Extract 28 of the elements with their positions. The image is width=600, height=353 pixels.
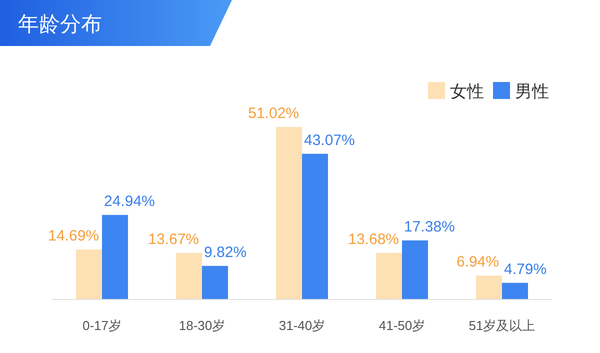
x-tick-label: 51岁及以上 bbox=[468, 318, 536, 333]
bar bbox=[376, 252, 402, 299]
bar bbox=[102, 214, 128, 299]
data-label: 24.94% bbox=[104, 192, 155, 210]
bar bbox=[202, 266, 228, 299]
x-tick-label: 31-40岁 bbox=[278, 318, 326, 333]
data-label: 14.69% bbox=[48, 227, 99, 244]
data-label: 9.82% bbox=[204, 244, 247, 261]
x-tick-label: 0-17岁 bbox=[82, 318, 122, 333]
data-label: 17.38% bbox=[404, 218, 455, 236]
data-label: 43.07% bbox=[304, 132, 355, 149]
bar bbox=[76, 249, 102, 299]
data-label: 13.67% bbox=[148, 230, 199, 248]
x-tick-label: 18-30岁 bbox=[178, 318, 226, 333]
data-label: 4.79% bbox=[504, 260, 547, 278]
bar bbox=[176, 252, 202, 299]
bar bbox=[502, 282, 528, 299]
data-label: 51.02% bbox=[248, 105, 299, 122]
data-label: 13.68% bbox=[348, 230, 399, 248]
bar bbox=[402, 240, 428, 299]
x-tick-label: 41-50岁 bbox=[378, 318, 426, 333]
bar bbox=[276, 127, 302, 299]
data-label: 6.94% bbox=[456, 254, 499, 271]
bar bbox=[302, 154, 328, 299]
legend-label: 女性 bbox=[450, 82, 484, 101]
bar bbox=[476, 276, 502, 299]
chart-title: 年龄分布 bbox=[18, 13, 102, 36]
legend-label: 男性 bbox=[515, 82, 549, 101]
